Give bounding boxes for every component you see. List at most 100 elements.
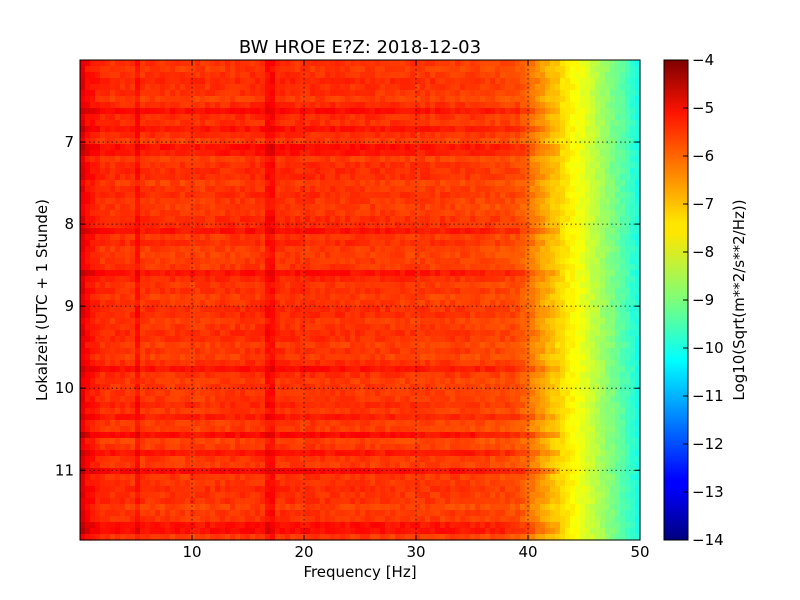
heatmap-cell: [625, 198, 631, 205]
heatmap-cell: [105, 252, 111, 259]
heatmap-cell: [635, 192, 641, 199]
heatmap-cell: [560, 198, 566, 205]
heatmap-cell: [585, 120, 591, 127]
heatmap-cell: [475, 156, 481, 163]
heatmap-cell: [635, 318, 641, 325]
heatmap-cell: [490, 282, 496, 289]
heatmap-cell: [465, 90, 471, 97]
heatmap-cell: [500, 72, 506, 79]
heatmap-cell: [455, 294, 461, 301]
heatmap-cell: [150, 240, 156, 247]
heatmap-cell: [635, 258, 641, 265]
heatmap-cell: [445, 306, 451, 313]
heatmap-cell: [190, 168, 196, 175]
heatmap-cell: [315, 264, 321, 271]
heatmap-cell: [235, 294, 241, 301]
heatmap-cell: [175, 180, 181, 187]
heatmap-cell: [200, 126, 206, 133]
heatmap-cell: [425, 204, 431, 211]
heatmap-cell: [260, 204, 266, 211]
heatmap-cell: [505, 234, 511, 241]
heatmap-cell: [330, 192, 336, 199]
heatmap-cell: [100, 270, 106, 277]
heatmap-cell: [100, 132, 106, 139]
heatmap-cell: [235, 204, 241, 211]
heatmap-cell: [385, 108, 391, 115]
heatmap-cell: [245, 204, 251, 211]
heatmap-cell: [375, 126, 381, 133]
heatmap-cell: [530, 222, 536, 229]
heatmap-cell: [395, 324, 401, 331]
heatmap-cell: [480, 216, 486, 223]
heatmap-cell: [370, 300, 376, 307]
heatmap-cell: [365, 234, 371, 241]
heatmap-cell: [390, 114, 396, 121]
heatmap-cell: [485, 252, 491, 259]
heatmap-cell: [560, 144, 566, 151]
heatmap-cell: [355, 258, 361, 265]
heatmap-cell: [360, 156, 366, 163]
heatmap-cell: [225, 60, 231, 67]
heatmap-cell: [215, 294, 221, 301]
heatmap-cell: [505, 84, 511, 91]
heatmap-cell: [410, 96, 416, 103]
heatmap-cell: [235, 228, 241, 235]
heatmap-cell: [625, 216, 631, 223]
heatmap-cell: [205, 126, 211, 133]
heatmap-cell: [235, 72, 241, 79]
heatmap-cell: [340, 138, 346, 145]
heatmap-cell: [620, 78, 626, 85]
heatmap-cell: [510, 180, 516, 187]
heatmap-cell: [520, 84, 526, 91]
heatmap-cell: [340, 174, 346, 181]
heatmap-cell: [165, 324, 171, 331]
heatmap-cell: [575, 210, 581, 217]
heatmap-cell: [95, 228, 101, 235]
heatmap-cell: [540, 168, 546, 175]
heatmap-cell: [255, 318, 261, 325]
heatmap-cell: [555, 306, 561, 313]
heatmap-cell: [100, 150, 106, 157]
heatmap-cell: [255, 72, 261, 79]
heatmap-cell: [420, 288, 426, 295]
heatmap-cell: [505, 198, 511, 205]
heatmap-cell: [130, 90, 136, 97]
heatmap-cell: [150, 78, 156, 85]
heatmap-cell: [510, 144, 516, 151]
heatmap-cell: [150, 138, 156, 145]
heatmap-cell: [305, 96, 311, 103]
heatmap-cell: [470, 318, 476, 325]
heatmap-cell: [455, 90, 461, 97]
heatmap-cell: [545, 96, 551, 103]
heatmap-cell: [555, 270, 561, 277]
heatmap-cell: [260, 120, 266, 127]
heatmap-cell: [330, 174, 336, 181]
heatmap-cell: [350, 306, 356, 313]
heatmap-cell: [345, 324, 351, 331]
heatmap-cell: [415, 198, 421, 205]
heatmap-cell: [605, 132, 611, 139]
heatmap-cell: [180, 324, 186, 331]
heatmap-cell: [360, 84, 366, 91]
heatmap-cell: [580, 186, 586, 193]
heatmap-cell: [85, 312, 91, 319]
heatmap-cell: [455, 204, 461, 211]
heatmap-cell: [465, 108, 471, 115]
heatmap-cell: [615, 276, 621, 283]
heatmap-cell: [185, 168, 191, 175]
heatmap-cell: [455, 312, 461, 319]
heatmap-cell: [85, 72, 91, 79]
heatmap-cell: [195, 186, 201, 193]
heatmap-cell: [320, 186, 326, 193]
heatmap-cell: [215, 288, 221, 295]
heatmap-cell: [445, 84, 451, 91]
heatmap-cell: [90, 228, 96, 235]
heatmap-cell: [500, 234, 506, 241]
heatmap-cell: [480, 276, 486, 283]
heatmap-cell: [190, 192, 196, 199]
heatmap-cell: [275, 114, 281, 121]
heatmap-cell: [615, 270, 621, 277]
heatmap-cell: [475, 192, 481, 199]
heatmap-cell: [310, 324, 316, 331]
heatmap-cell: [390, 288, 396, 295]
